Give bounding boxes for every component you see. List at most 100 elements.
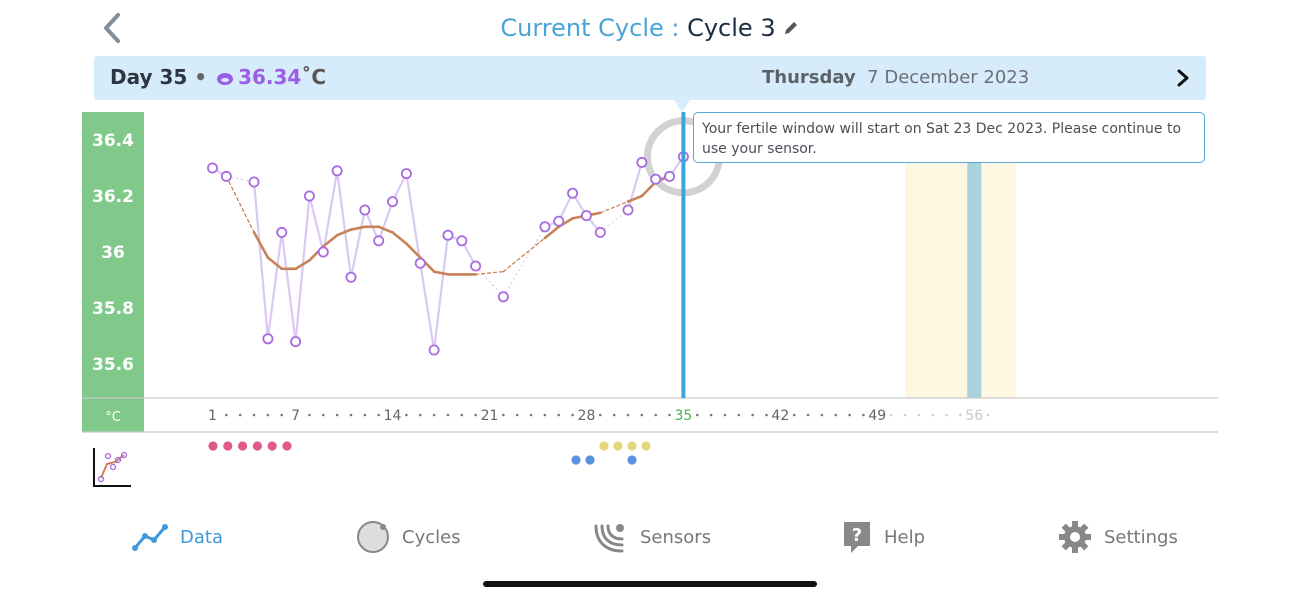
x-tick-dot <box>405 413 408 417</box>
day-date: Thursday 7 December 2023 <box>762 67 1029 88</box>
date: 7 December 2023 <box>867 67 1030 88</box>
x-tick-dot <box>986 413 990 417</box>
x-tick-dot <box>848 413 851 417</box>
readings-segment <box>266 232 283 339</box>
reading-point <box>442 229 454 241</box>
reading-point <box>331 165 343 177</box>
x-tick-dot <box>474 413 477 417</box>
signal-waves-icon <box>594 524 624 553</box>
readings-segment <box>294 195 311 342</box>
svg-text:?: ? <box>852 525 862 546</box>
x-tick-dot <box>266 413 270 417</box>
trend-segment <box>543 225 561 240</box>
x-tick-dot <box>820 413 824 417</box>
trend-segment <box>391 231 408 245</box>
y-tick-label: 36.4 <box>92 131 134 151</box>
x-tick-dot <box>529 413 533 417</box>
trend-segment <box>502 237 546 273</box>
x-tick-dot <box>571 413 574 417</box>
tab-settings-label: Settings <box>1104 526 1178 548</box>
y-tick-label: 36 <box>101 243 125 263</box>
edit-cycle-button[interactable] <box>782 15 800 43</box>
reading-point <box>622 204 634 216</box>
x-tick-label: 1 <box>208 408 217 424</box>
readings-segment <box>377 201 394 242</box>
x-tick-dot <box>280 413 284 417</box>
tab-settings[interactable]: Settings <box>1058 515 1178 559</box>
ovulation-band <box>967 112 982 398</box>
x-tick-dot <box>751 413 754 417</box>
back-button[interactable] <box>100 12 126 44</box>
period-marker <box>223 441 233 451</box>
reading-point <box>497 291 509 303</box>
tab-cycles-label: Cycles <box>402 526 461 548</box>
period-marker <box>252 441 262 451</box>
y-tick-label: 35.8 <box>92 299 134 319</box>
x-tick-dot <box>917 413 921 417</box>
gear-icon <box>1059 521 1091 553</box>
x-tick-dot <box>889 413 893 417</box>
x-tick-dot <box>418 413 422 417</box>
trend-segment <box>266 256 284 271</box>
x-tick-dot <box>903 413 907 417</box>
tab-cycles[interactable]: Cycles <box>356 515 461 559</box>
reading-point <box>262 333 274 345</box>
x-tick-dot <box>737 413 741 417</box>
x-tick-dot <box>599 413 602 417</box>
weekday: Thursday <box>762 67 856 88</box>
x-tick-label: 56 <box>965 408 983 424</box>
readings-segment <box>308 195 325 253</box>
x-tick-dot <box>238 413 242 417</box>
x-tick-label: 7 <box>291 408 300 424</box>
readings-segment <box>280 232 297 342</box>
trend-segment <box>294 259 311 271</box>
period-marker <box>282 441 292 451</box>
readings-segment <box>322 170 339 253</box>
yellow-marker <box>599 441 609 451</box>
chevron-left-icon <box>104 13 120 43</box>
blue-marker <box>627 455 637 465</box>
blue-marker <box>585 455 595 465</box>
x-tick-dot <box>432 413 436 417</box>
x-tick-dot <box>225 413 228 417</box>
reading-point <box>650 173 662 185</box>
reading-point <box>303 190 315 202</box>
tab-data[interactable]: Data <box>132 515 223 559</box>
tab-help[interactable]: ? Help <box>842 515 925 559</box>
x-tick-dot <box>723 413 727 417</box>
x-tick-label: 21 <box>481 408 499 424</box>
trend-segment <box>405 242 422 259</box>
question-box-icon: ? <box>844 522 870 553</box>
page-title: Current Cycle : Cycle 3 <box>0 14 1300 43</box>
y-axis-band <box>82 112 144 432</box>
readings-segment <box>363 209 380 242</box>
tab-sensors[interactable]: Sensors <box>592 515 711 559</box>
reading-point <box>428 344 440 356</box>
reading-point <box>220 170 232 182</box>
readings-segment <box>626 162 643 211</box>
trend-segment <box>377 225 394 234</box>
yellow-marker <box>613 441 623 451</box>
yellow-marker <box>641 441 651 451</box>
reading-point <box>345 271 357 283</box>
sensor-icon <box>216 67 234 91</box>
temperature-chart[interactable]: 36.4 36.2 36 35.8 35.6 °C 1 7 14 21 28 35 42 49 56 <box>0 100 1300 495</box>
chart-line-icon <box>132 524 168 551</box>
reading-point <box>664 170 676 182</box>
reading-point <box>387 196 399 208</box>
reading-point <box>594 226 606 238</box>
trend-segment <box>432 270 450 276</box>
reading-point <box>553 215 565 227</box>
readings-segment <box>433 235 450 351</box>
reading-point <box>414 257 426 269</box>
chart-mode-button[interactable] <box>93 448 131 487</box>
x-tick-dot <box>515 413 519 417</box>
x-tick-dot <box>363 413 367 417</box>
next-day-button[interactable] <box>1176 68 1190 92</box>
x-tick-dot <box>765 413 768 417</box>
x-tick-dot <box>695 413 699 417</box>
day-summary-bar: Day 35 • 36.34˚C Thursday 7 December 202… <box>94 56 1206 100</box>
readings-segment <box>405 173 422 264</box>
cycle-name: Cycle 3 <box>687 14 776 42</box>
yellow-marker <box>627 441 637 451</box>
